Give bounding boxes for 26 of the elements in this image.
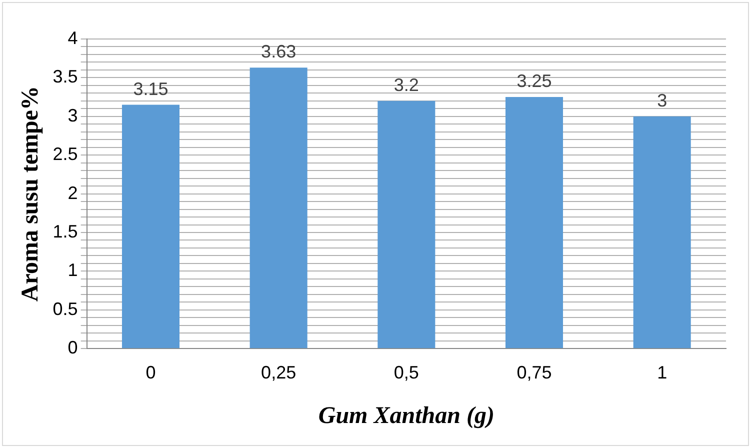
y-tick-label: 0 — [68, 338, 78, 358]
data-label: 3.15 — [133, 78, 168, 99]
y-tick-label: 2 — [68, 182, 78, 203]
y-tick-label: 0.5 — [52, 298, 78, 319]
y-tick-label: 1.5 — [52, 221, 78, 242]
y-axis-title: Aroma susu tempe% — [18, 86, 44, 302]
data-label: 3.63 — [261, 42, 296, 62]
y-tick-label: 3 — [68, 105, 78, 126]
data-label: 3 — [657, 90, 668, 110]
data-label: 3.25 — [516, 71, 552, 92]
bar — [633, 116, 691, 348]
bar — [122, 104, 180, 348]
y-tick-label: 1 — [68, 260, 78, 280]
x-tick-label: 0 — [146, 362, 156, 382]
x-tick-label: 0,5 — [394, 362, 419, 382]
data-label: 3.2 — [394, 74, 419, 95]
y-tick-label: 2.5 — [52, 144, 78, 164]
x-tick-label: 0,25 — [261, 362, 296, 382]
x-tick-label: 0,75 — [516, 362, 552, 382]
bar — [505, 97, 564, 348]
y-tick-label: 3.5 — [52, 66, 78, 87]
bar — [378, 100, 436, 348]
x-axis-title: Gum Xanthan (g) — [318, 402, 494, 429]
x-tick-label: 1 — [657, 362, 668, 382]
bar — [250, 68, 308, 348]
y-tick-label: 4 — [68, 28, 78, 48]
